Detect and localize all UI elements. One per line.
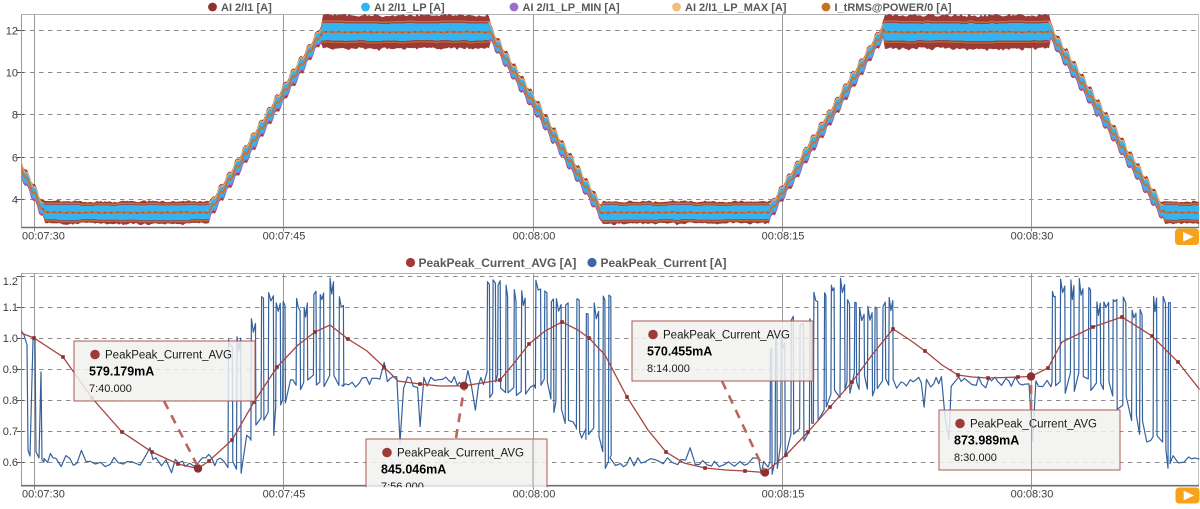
svg-text:8:14.000: 8:14.000 — [647, 363, 690, 375]
svg-text:873.989mA: 873.989mA — [954, 434, 1019, 448]
svg-text:12: 12 — [6, 25, 18, 37]
svg-text:0.6: 0.6 — [3, 457, 18, 469]
svg-text:570.455mA: 570.455mA — [647, 345, 712, 359]
svg-text:1.0: 1.0 — [3, 333, 18, 345]
svg-text:00:07:30: 00:07:30 — [22, 231, 65, 243]
svg-text:0.7: 0.7 — [3, 426, 18, 438]
svg-text:0.8: 0.8 — [3, 395, 18, 407]
svg-text:PeakPeak_Current [A]: PeakPeak_Current [A] — [601, 256, 727, 270]
svg-text:AI 2/I1_LP_MIN [A]: AI 2/I1_LP_MIN [A] — [523, 2, 621, 14]
svg-text:845.046mA: 845.046mA — [381, 463, 446, 477]
svg-text:PeakPeak_Current_AVG [A]: PeakPeak_Current_AVG [A] — [419, 256, 577, 270]
svg-text:0.9: 0.9 — [3, 364, 18, 376]
svg-text:PeakPeak_Current_AVG: PeakPeak_Current_AVG — [105, 350, 232, 362]
svg-text:PeakPeak_Current_AVG: PeakPeak_Current_AVG — [970, 419, 1097, 431]
svg-text:8:30.000: 8:30.000 — [954, 452, 997, 464]
svg-text:AI 2/I1_LP [A]: AI 2/I1_LP [A] — [374, 2, 445, 14]
svg-text:4: 4 — [12, 194, 18, 206]
svg-text:7:40.000: 7:40.000 — [89, 383, 132, 395]
svg-text:579.179mA: 579.179mA — [89, 365, 154, 379]
svg-text:8: 8 — [12, 109, 18, 121]
svg-text:00:08:15: 00:08:15 — [762, 231, 805, 243]
svg-text:00:08:15: 00:08:15 — [762, 489, 805, 501]
svg-text:00:07:30: 00:07:30 — [22, 489, 65, 501]
svg-text:00:08:00: 00:08:00 — [513, 489, 556, 501]
svg-text:PeakPeak_Current_AVG: PeakPeak_Current_AVG — [663, 330, 790, 342]
svg-text:AI 2/I1 [A]: AI 2/I1 [A] — [221, 2, 272, 14]
svg-text:00:07:45: 00:07:45 — [263, 489, 306, 501]
svg-text:10: 10 — [6, 67, 18, 79]
svg-text:1.2: 1.2 — [3, 276, 18, 288]
svg-text:I_tRMS@POWER/0 [A]: I_tRMS@POWER/0 [A] — [835, 2, 952, 14]
svg-text:7:56.000: 7:56.000 — [381, 481, 424, 493]
svg-text:6: 6 — [12, 152, 18, 164]
svg-text:00:08:30: 00:08:30 — [1011, 231, 1054, 243]
svg-text:AI 2/I1_LP_MAX [A]: AI 2/I1_LP_MAX [A] — [685, 2, 787, 14]
svg-text:00:08:00: 00:08:00 — [513, 231, 556, 243]
svg-text:00:07:45: 00:07:45 — [263, 231, 306, 243]
svg-text:00:08:30: 00:08:30 — [1011, 489, 1054, 501]
svg-text:PeakPeak_Current_AVG: PeakPeak_Current_AVG — [397, 448, 524, 460]
svg-text:1.1: 1.1 — [3, 302, 18, 314]
